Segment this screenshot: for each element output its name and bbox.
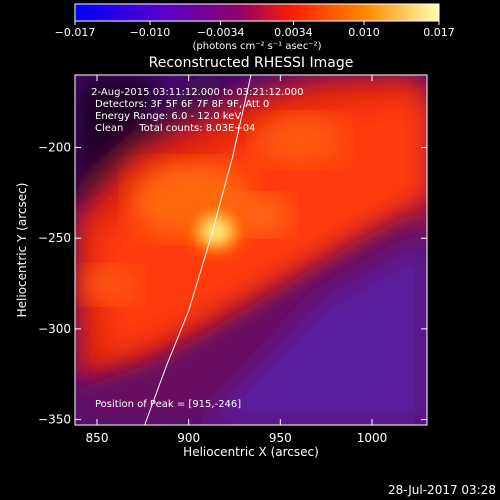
- colorbar-tick-label: 0.0034: [274, 26, 313, 39]
- x-tick-label: 850: [86, 431, 109, 445]
- peak-position-label: Position of Peak = [915,-246]: [95, 399, 241, 410]
- chart-title: Reconstructed RHESSI Image: [149, 55, 354, 71]
- colorbar-tick-label: 0.017: [423, 26, 455, 39]
- x-tick-label: 900: [177, 431, 200, 445]
- colorbar-ticks: −0.017 −0.010 −0.0034 0.0034 0.010 0.017: [55, 21, 455, 39]
- annotation-clean-counts: Clean Total counts: 8.03E+04: [95, 123, 255, 134]
- colorbar-tick-label: 0.010: [348, 26, 380, 39]
- x-tick-label: 950: [269, 431, 292, 445]
- x-axis-label: Heliocentric X (arcsec): [183, 445, 319, 459]
- annotation-time-range: 2-Aug-2015 03:11:12.000 to 03:21:12.000: [88, 87, 303, 98]
- colorbar-tick-label: −0.010: [130, 26, 171, 39]
- colorbar-units-label: (photons cm⁻² s⁻¹ asec⁻²): [192, 41, 321, 52]
- y-tick-label: −300: [38, 322, 71, 336]
- plot-timestamp: 28-Jul-2017 03:28: [388, 483, 496, 497]
- y-tick-label: −350: [38, 413, 71, 427]
- colorbar: [74, 3, 440, 22]
- annotation-energy-range: Energy Range: 6.0 - 12.0 keV: [95, 111, 241, 122]
- y-tick-label: −200: [38, 141, 71, 155]
- plot-frame: [74, 74, 428, 426]
- x-tick-label: 1000: [357, 431, 388, 445]
- annotation-detectors: Detectors: 3F 5F 6F 7F 8F 9F, Att 0: [95, 99, 269, 110]
- y-tick-label: −250: [38, 231, 71, 245]
- heatmap-image: [75, 75, 427, 425]
- solar-limb-curve: [144, 75, 252, 425]
- x-axis-ticks: 850 900 950 1000: [86, 75, 388, 445]
- colorbar-tick-label: −0.0034: [197, 26, 245, 39]
- y-axis-ticks: −200 −250 −300 −350: [38, 141, 427, 427]
- peak-hotspot: [182, 200, 251, 261]
- colorbar-tick-label: −0.017: [55, 26, 96, 39]
- y-axis-label: Heliocentric Y (arcsec): [15, 183, 29, 318]
